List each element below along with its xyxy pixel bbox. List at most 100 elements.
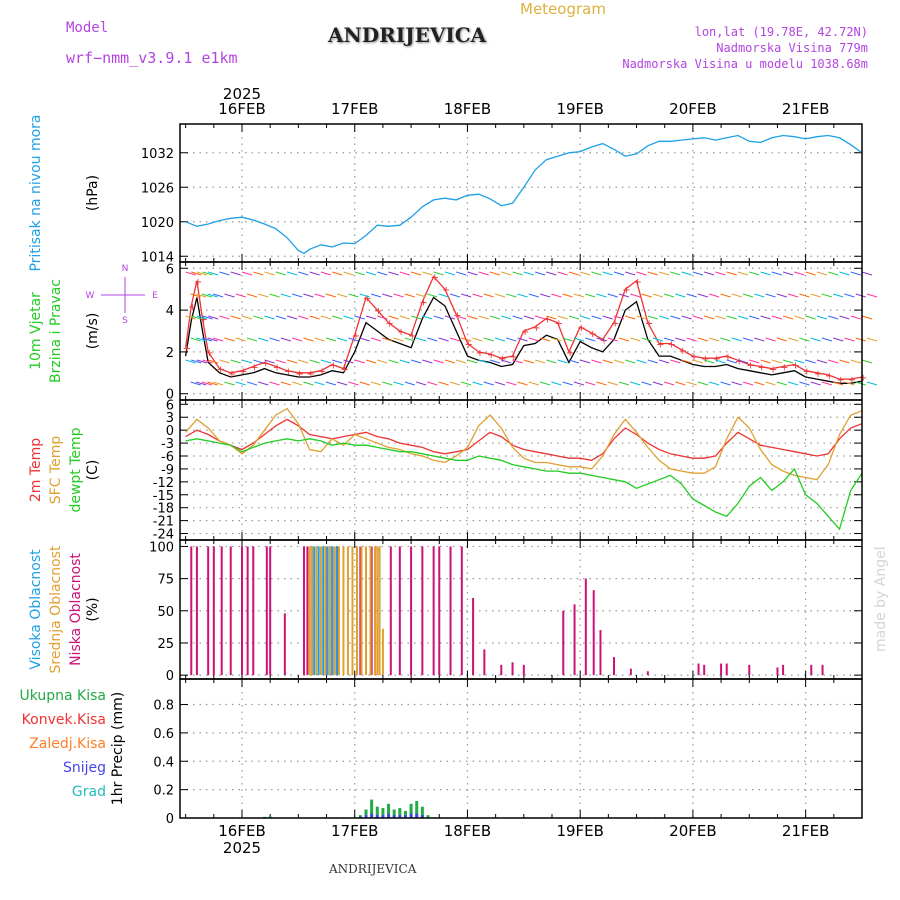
wind-arrow (325, 337, 337, 342)
bar-cloud_mid (346, 546, 349, 676)
y-tick-label: 1014 (141, 250, 174, 265)
bottom-date-label: 16FEB (218, 822, 265, 840)
wind-arrow (794, 359, 805, 364)
wind-arrow (512, 359, 523, 364)
wind-arrow (207, 337, 218, 342)
wind-arrow (258, 293, 269, 298)
wind-arrow (636, 271, 647, 276)
wind-arrow (776, 293, 787, 298)
wind-arrow (512, 315, 523, 320)
wind-arrow (348, 293, 359, 298)
wind-arrow (343, 359, 354, 364)
wind-arrow (602, 315, 613, 320)
wind-arrow (456, 271, 467, 276)
bar-precip_snow (370, 813, 374, 818)
wind-arrow (585, 381, 596, 386)
wind-arrow (415, 337, 427, 342)
compass-n: N (122, 264, 129, 274)
wind-arrow (686, 381, 697, 386)
wind-arrow (794, 315, 805, 320)
wind-arrow (613, 359, 625, 364)
wind-arrow (855, 337, 866, 342)
bar-cloud_low (810, 664, 813, 676)
bar-precip_total (392, 809, 396, 818)
wind-arrow (506, 293, 517, 298)
wind-arrow (844, 337, 855, 342)
series-temp_dew (185, 438, 863, 531)
wind-arrow (382, 381, 393, 386)
wind-arrow (573, 381, 585, 386)
gust-marker: + (521, 327, 529, 338)
wind-arrow (828, 359, 839, 364)
wind-arrow (415, 381, 427, 386)
wind-arrow (539, 337, 551, 342)
panel-frame (179, 123, 863, 263)
gust-marker: + (340, 365, 348, 376)
top-date-label: 19FEB (556, 100, 603, 118)
wind-arrow (264, 271, 275, 276)
wind-arrow (399, 359, 410, 364)
bar-cloud_mid (378, 546, 381, 676)
wind-arrow (438, 293, 449, 298)
top-date-label: 18FEB (444, 100, 491, 118)
wind-arrow (866, 293, 878, 298)
bar-cloud_mid (365, 546, 367, 676)
wind-arrow (765, 381, 776, 386)
wind-arrow (821, 293, 833, 298)
wind-arrow (343, 315, 354, 320)
bar-cloud_mid (328, 546, 331, 676)
bar-precip_snow (381, 815, 385, 818)
gust-marker: + (200, 314, 208, 325)
wind-arrow (456, 315, 467, 320)
bar-precip_total (420, 806, 424, 818)
bar-cloud_low (325, 546, 328, 676)
wind-arrow (246, 337, 258, 342)
y-tick-label: 6 (166, 398, 174, 413)
wind-arrow (309, 359, 320, 364)
wind-arrow (382, 293, 393, 298)
wind-arrow (399, 271, 410, 276)
bar-cloud_low (252, 546, 255, 676)
wind-arrow (534, 315, 546, 320)
wind-arrow (483, 293, 494, 298)
bar-cloud_low (522, 664, 525, 676)
bar-precip_snow (375, 815, 379, 818)
wind-arrow (625, 359, 636, 364)
precip-legend-precip_conv: Konvek.Kisa (22, 712, 106, 728)
wind-arrow (196, 271, 208, 276)
bar-precip_total (398, 808, 402, 818)
wind-arrow (185, 315, 196, 320)
wind-arrow (253, 359, 264, 364)
wind-arrow (539, 381, 551, 386)
bar-precip_total (375, 806, 379, 818)
y-axis-unit: (C) (85, 460, 101, 481)
y-tick-label: 75 (157, 573, 174, 588)
gust-marker: + (532, 323, 540, 334)
wind-arrow (291, 381, 303, 386)
wind-arrow (697, 293, 709, 298)
top-date-label: 20FEB (669, 100, 716, 118)
wind-arrow (737, 315, 749, 320)
bar-cloud_low (410, 546, 413, 676)
wind-arrow (523, 315, 534, 320)
wind-arrow (489, 359, 501, 364)
wind-arrow (568, 315, 580, 320)
wind-arrow (196, 337, 207, 342)
bar-cloud_low (389, 546, 392, 676)
wind-arrow (207, 381, 218, 386)
wind-arrow (596, 293, 607, 298)
wind-arrow (546, 315, 557, 320)
gust-marker: + (352, 331, 360, 342)
y-tick-label: 0 (166, 812, 174, 827)
wind-arrow (776, 381, 787, 386)
bar-cloud_low (782, 664, 785, 676)
wind-arrow (213, 293, 224, 298)
gust-marker: + (600, 335, 608, 346)
panel-frame (179, 399, 863, 541)
wind-arrow (185, 359, 196, 364)
gust-marker: + (588, 329, 596, 340)
wind-arrow (354, 315, 365, 320)
wind-arrow (551, 337, 562, 342)
wind-arrow (580, 315, 591, 320)
wind-arrow (388, 315, 399, 320)
